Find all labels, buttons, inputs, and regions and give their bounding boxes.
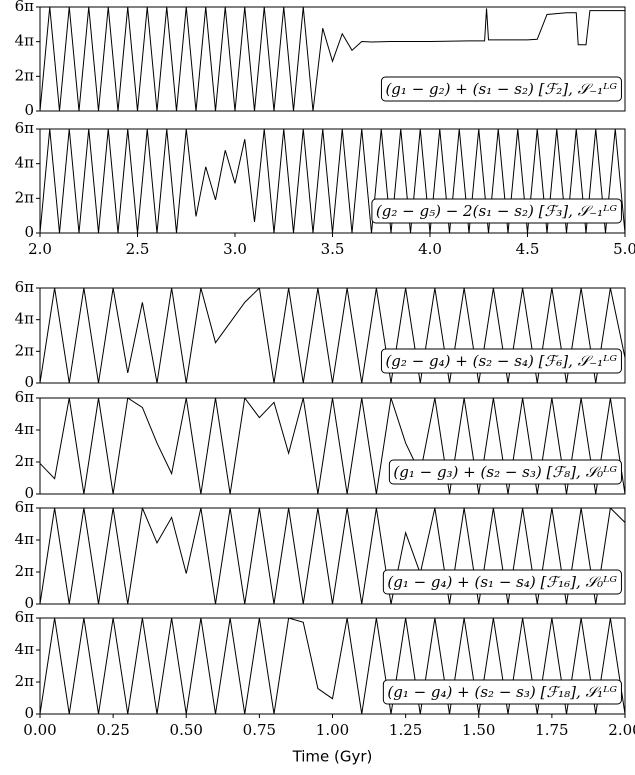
- angle-line: [40, 288, 625, 383]
- annotation-box: [380, 76, 622, 102]
- annotation-box: [382, 679, 622, 705]
- y-tick-label: 4π: [15, 154, 35, 172]
- x-tick-label: 1.50: [462, 721, 495, 739]
- y-tick-label: 6π: [15, 498, 35, 516]
- annotation-box: [382, 569, 622, 595]
- angle-line: [40, 7, 625, 111]
- plot-frame: [39, 397, 626, 495]
- y-tick-label: 4π: [15, 310, 35, 328]
- x-tick-label: 0.75: [243, 721, 276, 739]
- x-tick-label: 2.00: [608, 721, 635, 739]
- x-tick-label: 5.0: [613, 240, 635, 258]
- annotation: (g₁ − g₄) + (s₂ − s₃) [ℱ₁₈], 𝒮₁ᴸᴳ: [387, 683, 617, 701]
- x-tick-label: 1.00: [316, 721, 349, 739]
- annotation: (g₂ − g₅) − 2(s₁ − s₂) [ℱ₃], 𝒮₋₁ᴸᴳ: [376, 202, 618, 220]
- y-tick-label: 2π: [15, 188, 35, 206]
- plot-frame: [39, 6, 626, 112]
- panel: 0 2π 4π 6π 0.00 0.25 0.50 0.75 1.00 1.25 1.50 1.75 2…: [15, 608, 635, 766]
- plot-frame: [39, 507, 626, 605]
- plot-frame: [39, 287, 626, 384]
- y-tick-label: 0: [24, 373, 34, 391]
- annotation: (g₁ − g₄) + (s₁ − s₄) [ℱ₁₆], 𝒮₀ᴸᴳ: [387, 573, 617, 591]
- y-tick-label: 2π: [15, 452, 35, 470]
- y-tick-label: 4π: [15, 420, 35, 438]
- x-tick-label: 3.5: [321, 240, 345, 258]
- x-tick-label: 2.5: [126, 240, 150, 258]
- y-tick-label: 2π: [15, 66, 35, 84]
- angle-line: [40, 618, 625, 714]
- y-tick-label: 0: [24, 101, 34, 119]
- y-tick-label: 6π: [15, 0, 35, 15]
- x-tick-label: 0.50: [170, 721, 203, 739]
- x-tick-label: 1.75: [535, 721, 568, 739]
- y-tick-label: 2π: [15, 341, 35, 359]
- panel: 0 2π 4π 6π (g₁ − g₄) + (s₁ − s₄) [ℱ₁₆], 𝒮₀ᴸᴳ: [15, 498, 626, 612]
- y-tick-label: 0: [24, 704, 34, 722]
- y-tick-label: 6π: [15, 278, 35, 296]
- panel: 0 2π 4π 6π (g₁ − g₃) + (s₂ − s₃) [ℱ₈], 𝒮₀ᴸᴳ: [15, 388, 626, 502]
- x-tick-label: 0.00: [23, 721, 56, 739]
- y-tick-label: 4π: [15, 640, 35, 658]
- annotation-box: [388, 459, 622, 485]
- panel: 0 2π 4π 6π (g₂ − g₄) + (s₂ − s₄) [ℱ₆], 𝒮₋₁ᴸᴳ: [15, 278, 626, 391]
- y-tick-label: 2π: [15, 562, 35, 580]
- y-tick-label: 0: [24, 223, 34, 241]
- y-tick-label: 2π: [15, 672, 35, 690]
- x-tick-label: 1.25: [389, 721, 422, 739]
- x-tick-label: 3.0: [223, 240, 247, 258]
- annotation-box: [371, 198, 622, 224]
- x-tick-label: 4.0: [418, 240, 442, 258]
- x-tick-label: 0.25: [96, 721, 129, 739]
- y-tick-label: 4π: [15, 32, 35, 50]
- panel: 0 2π 4π 6π (g₁ − g₂) + (s₁ − s₂) [ℱ₂], 𝒮₋₁ᴸᴳ: [15, 0, 626, 119]
- x-tick-label: 4.5: [516, 240, 540, 258]
- y-tick-label: 6π: [15, 119, 35, 137]
- annotation-box: [380, 348, 622, 374]
- y-tick-label: 0: [24, 484, 34, 502]
- annotation: (g₁ − g₂) + (s₁ − s₂) [ℱ₂], 𝒮₋₁ᴸᴳ: [385, 80, 617, 98]
- y-tick-label: 0: [24, 594, 34, 612]
- x-tick-label: 2.0: [28, 240, 52, 258]
- y-tick-label: 6π: [15, 608, 35, 626]
- y-tick-label: 6π: [15, 388, 35, 406]
- angle-line: [40, 508, 625, 604]
- x-axis-label: Time (Gyr): [292, 748, 373, 766]
- panel: 0 2π 4π 6π 2.0 2.5 3.0 3.5 4.0 4.5 5.0 (g₂ − g₅) − …: [15, 119, 635, 258]
- annotation: (g₂ − g₄) + (s₂ − s₄) [ℱ₆], 𝒮₋₁ᴸᴳ: [385, 352, 617, 370]
- annotation: (g₁ − g₃) + (s₂ − s₃) [ℱ₈], 𝒮₀ᴸᴳ: [393, 463, 617, 481]
- y-tick-label: 4π: [15, 530, 35, 548]
- angle-line: [40, 398, 625, 494]
